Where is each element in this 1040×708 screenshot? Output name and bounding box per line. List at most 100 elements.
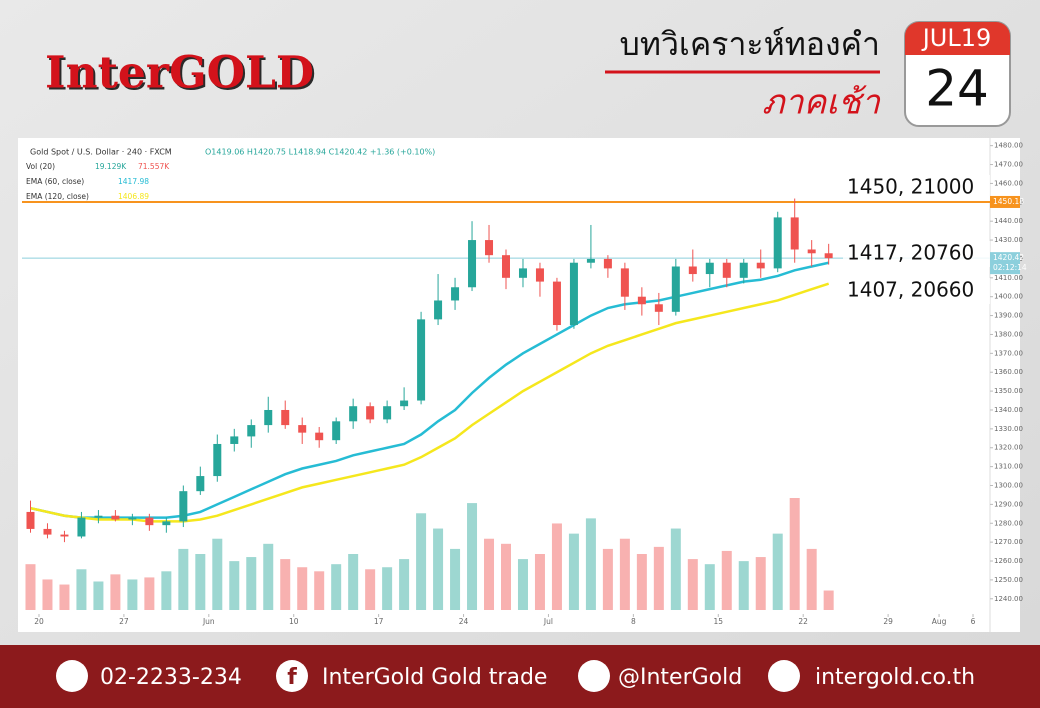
candle-body [688, 266, 697, 275]
volume-bar [246, 557, 257, 610]
candle-body [824, 253, 833, 259]
y-tick-label: 1430.00 [994, 236, 1023, 244]
candle-body [417, 319, 426, 401]
annotation-bg [843, 241, 990, 267]
volume-bar [25, 564, 36, 610]
volume-bar [602, 548, 613, 610]
volume-bar [450, 548, 461, 610]
volume-bar [772, 533, 783, 610]
volume-bar [110, 574, 121, 610]
candle-body [756, 262, 765, 269]
candle-body [332, 421, 341, 441]
candle-body [620, 268, 629, 297]
candle-body [705, 262, 714, 275]
x-tick-label: Jun [202, 617, 215, 626]
candle-body [196, 476, 205, 492]
candle-body [535, 268, 544, 282]
candle-body [179, 491, 188, 522]
candle-body [383, 406, 392, 420]
candle-body [451, 287, 460, 301]
y-tick-label: 1460.00 [994, 179, 1023, 187]
volume-bar [382, 567, 393, 610]
volume-bar [348, 554, 359, 610]
candle-body [586, 258, 595, 263]
footer [0, 645, 1040, 708]
price-tag [990, 252, 1020, 275]
volume-bar [704, 564, 715, 610]
calendar-header [905, 22, 1010, 55]
facebook-icon [276, 660, 308, 692]
volume-bar [229, 561, 240, 610]
annotation: 1417, 20760 [847, 241, 974, 265]
candle-body [247, 425, 256, 437]
footer-line: @InterGold [618, 665, 742, 690]
candle-body [60, 534, 69, 537]
ohlc: O1419.06 H1420.75 L1418.94 C1420.42 +1.3… [205, 148, 435, 157]
legend-vol: Vol (20) [26, 162, 55, 171]
volume-bar [551, 523, 562, 610]
volume-bar [789, 498, 800, 610]
candle-body [722, 262, 731, 278]
y-tick-label: 1360.00 [994, 368, 1023, 376]
footer-website: intergold.co.th [815, 665, 975, 690]
calendar-day: 24 [925, 60, 989, 118]
y-tick-label: 1410.00 [994, 274, 1023, 282]
y-tick-label: 1400.00 [994, 293, 1023, 301]
legend-value: 1406.89 [118, 192, 149, 201]
candle-body [111, 515, 120, 520]
candle-body [213, 443, 222, 477]
annotation-bg [843, 175, 990, 201]
volume-bar [806, 548, 817, 610]
y-tick-label: 1480.00 [994, 142, 1023, 150]
candle-body [790, 217, 799, 250]
volume-bar [263, 543, 274, 610]
candle-body [366, 406, 375, 420]
y-tick-label: 1300.00 [994, 482, 1023, 490]
price-tag [990, 195, 1020, 208]
y-tick-label: 1330.00 [994, 425, 1023, 433]
volume-bar [365, 569, 376, 610]
subtitle: ภาคเช้า [762, 83, 881, 123]
candle-body [603, 258, 612, 269]
volume-bar [59, 584, 70, 610]
x-tick-label: 10 [289, 617, 299, 626]
candle-body [807, 249, 816, 254]
legend-name: EMA (120, close) [26, 192, 89, 201]
candle-body [773, 217, 782, 269]
candle-body [671, 266, 680, 312]
x-tick-label: 20 [34, 617, 44, 626]
y-tick-label: 1350.00 [994, 387, 1023, 395]
footer-facebook: InterGold Gold trade [322, 665, 547, 690]
y-tick-label: 1390.00 [994, 312, 1023, 320]
y-tick-label: 1340.00 [994, 406, 1023, 414]
candle-body [637, 296, 646, 305]
legend-vol-value: 71.557K [138, 162, 170, 171]
volume-bar [433, 528, 444, 610]
candle-body [502, 255, 510, 278]
legend-vol-value: 19.129K [95, 162, 127, 171]
candle-body [145, 517, 154, 526]
volume-bar [93, 581, 104, 610]
candle-body [349, 406, 358, 422]
volume-bar [619, 538, 630, 610]
price-tag-label: 1420.42 [993, 253, 1024, 262]
x-tick-label: 22 [798, 617, 808, 626]
y-tick-label: 1370.00 [994, 349, 1023, 357]
volume-bar [331, 564, 342, 610]
volume-bar [755, 557, 766, 610]
candle-body [264, 409, 273, 426]
x-tick-label: 24 [459, 617, 469, 626]
volume-bar [280, 559, 291, 610]
price-countdown: 02:12:14 [993, 263, 1027, 272]
y-tick-label: 1440.00 [994, 217, 1023, 225]
candle-body [485, 240, 494, 256]
volume-bar [501, 543, 511, 610]
ema-line [30, 261, 829, 519]
y-tick-label: 1280.00 [994, 519, 1023, 527]
logo-shadow: InterGOLD [47, 50, 316, 101]
price-tag-label: 1450.18 [993, 197, 1024, 206]
volume-bar [568, 533, 579, 610]
volume-bar [517, 559, 528, 610]
y-tick-label: 1320.00 [994, 444, 1023, 452]
candle-body [298, 425, 307, 433]
